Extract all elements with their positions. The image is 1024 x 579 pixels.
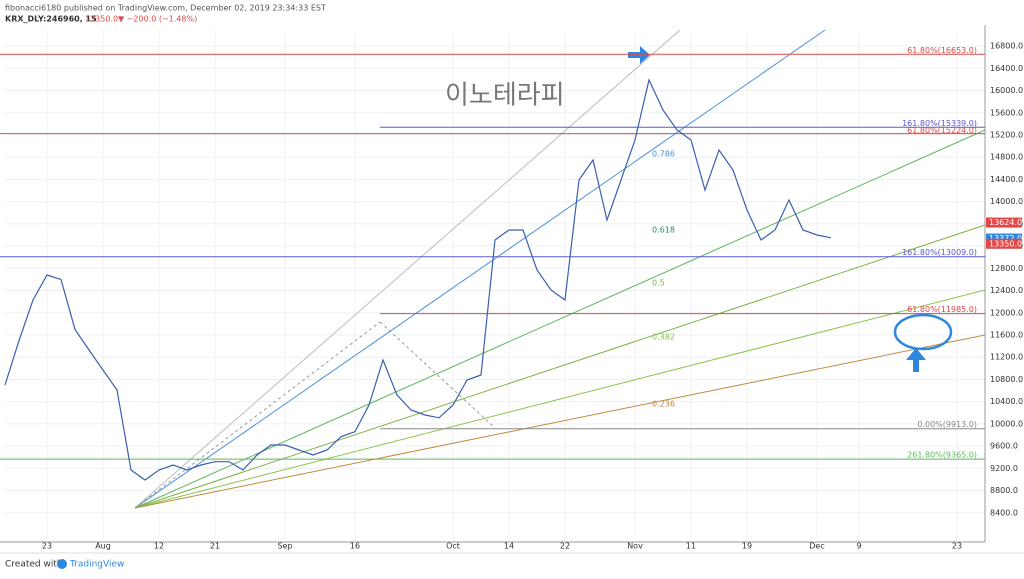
y-tick-label: 10000.0	[990, 419, 1023, 428]
x-tick-label: Aug	[95, 542, 111, 551]
fan-label: 0.5	[652, 279, 665, 288]
logo	[57, 559, 67, 569]
y-tick-label: 16800.0	[990, 42, 1023, 51]
y-tick-label: 16400.0	[990, 64, 1023, 73]
x-tick-label: 11	[686, 542, 696, 551]
y-tick-label: 10400.0	[990, 397, 1023, 406]
chart-title: 이노테라피	[445, 81, 565, 111]
x-tick-label: Dec	[809, 542, 824, 551]
fib-level-label: 261.80%(9365.0)	[907, 451, 977, 460]
fan-label: 0.786	[652, 150, 675, 159]
fan-label: 0.382	[652, 333, 675, 342]
symbol: KRX_DLY:246960, 15	[5, 15, 97, 24]
x-tick-label: 12	[154, 542, 164, 551]
footer-brand: TradingView	[69, 560, 124, 570]
x-tick-label: 23	[42, 542, 52, 551]
price-tag	[986, 233, 1022, 244]
grid	[5, 30, 985, 540]
publisher: fibonacci6180 published on TradingView.c…	[5, 4, 326, 13]
x-tick-label: Oct	[446, 542, 460, 551]
annotations	[628, 46, 953, 372]
y-tick-label: 12400.0	[990, 286, 1023, 295]
price-line	[4, 78, 832, 481]
x-tick-label: Nov	[627, 542, 643, 551]
price-tag-label: 13624.0	[989, 218, 1022, 227]
x-tick-label: 16	[350, 542, 360, 551]
price-tag-label: 13350.0	[989, 239, 1022, 248]
fib-level-label: 0.00%(9913.0)	[917, 420, 977, 429]
fib-level-label: 61.80%(16653.0)	[907, 46, 977, 55]
fib-level-label: 61.80%(15224.0)	[907, 126, 977, 135]
fib-level-label: 161.80%(13009.0)	[902, 248, 977, 257]
x-tick-label: 22	[560, 542, 570, 551]
y-tick-label: 14000.0	[990, 197, 1023, 206]
y-tick-label: 16000.0	[990, 86, 1023, 95]
fib-level-label: 161.80%(15339.0)	[902, 119, 977, 128]
x-tick-label: Sep	[277, 542, 292, 551]
y-tick-label: 9600.0	[990, 442, 1018, 451]
y-tick-label: 12000.0	[990, 308, 1023, 317]
price-tag	[986, 217, 1022, 228]
footer-created: Created with	[5, 560, 63, 570]
y-tick-label: 9200.0	[990, 464, 1018, 473]
x-tick-label: 19	[742, 542, 752, 551]
y-tick-label: 11600.0	[990, 331, 1023, 340]
y-tick-label: 11200.0	[990, 353, 1023, 362]
y-tick-label: 15200.0	[990, 131, 1023, 140]
last-price: 13350.0	[85, 15, 118, 24]
y-tick-label: 8400.0	[990, 508, 1018, 517]
price-tag	[986, 238, 1022, 249]
y-tick-label: 8800.0	[990, 486, 1018, 495]
fan-label: 0.236	[652, 400, 675, 409]
fan-label: 0.618	[652, 226, 675, 235]
x-tick-label: 23	[952, 542, 962, 551]
y-tick-label: 10800.0	[990, 375, 1023, 384]
x-tick-label: 21	[210, 542, 220, 551]
x-tick-label: 14	[504, 542, 514, 551]
fib-level-label: 61.80%(11985.0)	[907, 305, 977, 314]
y-tick-label: 14400.0	[990, 175, 1023, 184]
x-tick-label: 9	[856, 542, 861, 551]
y-tick-label: 14800.0	[990, 153, 1023, 162]
y-tick-label: 12800.0	[990, 264, 1023, 273]
price-tag-label: 13372.0	[989, 234, 1022, 243]
y-tick-label: 15600.0	[990, 108, 1023, 117]
change: ▼ −200.0 (−1.48%)	[118, 15, 197, 24]
